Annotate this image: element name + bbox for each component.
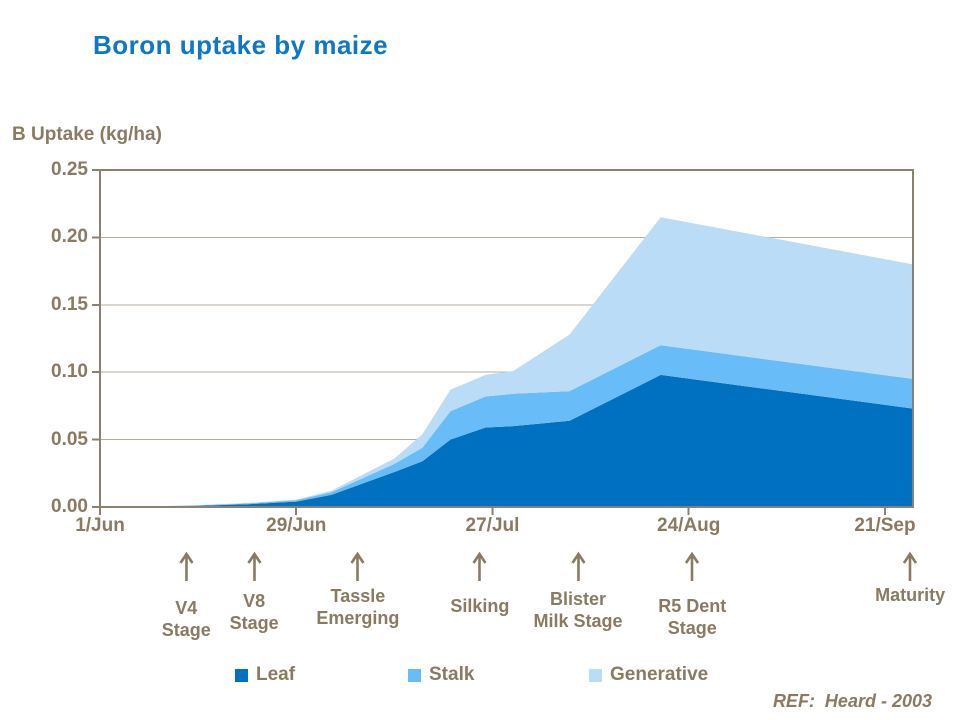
annotation-tassle-emerging: Tassle Emerging [316,552,399,629]
arrow-head [685,552,700,564]
up-arrow-icon [903,552,918,581]
arrow-head [570,552,586,564]
annotation-label: V4 Stage [161,598,211,640]
arrow-head [247,552,262,564]
arrow-head [179,552,194,564]
y-tick-label: 0.20 [51,226,88,248]
legend-label-generative: Generative [610,664,709,685]
legend-swatch-leaf [235,668,248,682]
y-tick-label: 0.05 [51,428,88,450]
legend-item-leaf: Leaf [235,665,295,685]
annotation-label: V8 Stage [229,591,279,633]
legend-item-stalk: Stalk [408,665,474,685]
x-tick-label: 24/Aug [657,515,721,536]
annotation-maturity: Maturity [875,552,945,606]
legend-item-generative: Generative [589,665,708,685]
plot-border [99,169,914,508]
arrow-head [903,552,918,564]
annotation-silking: Silking [450,552,509,617]
annotation-v8-stage: V8 Stage [230,552,279,634]
area-generative [100,217,913,507]
up-arrow-icon [570,552,586,581]
annotation-label: Silking [450,596,510,616]
x-tick-label: 29/Jun [266,515,327,536]
y-tick-label: 0.15 [51,293,88,315]
x-tick-label: 1/Jun [75,515,125,536]
y-tick-label: 0.25 [51,159,88,180]
y-tick-label: 0.00 [51,496,88,517]
up-arrow-icon [247,552,262,581]
annotation-label: Tassle Emerging [316,586,400,628]
chart-title: Boron uptake by maize [93,30,389,60]
legend-swatch-generative [589,668,602,682]
x-tick-label: 27/Jul [465,515,520,536]
up-arrow-icon [472,552,487,581]
legend-label-leaf: Leaf [256,664,296,685]
legend-swatch-stalk [408,668,421,682]
area-leaf [100,374,913,507]
y-axis-title: B Uptake (kg/ha) [12,124,162,145]
annotation-label: Maturity [875,585,946,605]
arrow-head [472,552,487,564]
up-arrow-icon [350,552,365,581]
reference-text: REF: Heard - 2003 [772,691,932,711]
y-tick-label: 0.10 [51,361,88,383]
legend-label-stalk: Stalk [429,664,475,685]
arrow-head [350,552,365,564]
annotation-r5-dent-stage: R5 Dent Stage [658,552,726,639]
annotation-v4-stage: V4 Stage [162,552,211,641]
annotation-blister-milk-stage: Blister Milk Stage [533,552,623,632]
annotation-label: Blister Milk Stage [533,589,623,631]
annotation-label: R5 Dent Stage [658,596,727,638]
up-arrow-icon [179,552,194,581]
up-arrow-icon [685,552,700,581]
area-stalk [100,345,913,507]
x-tick-label: 21/Sep [854,515,916,536]
